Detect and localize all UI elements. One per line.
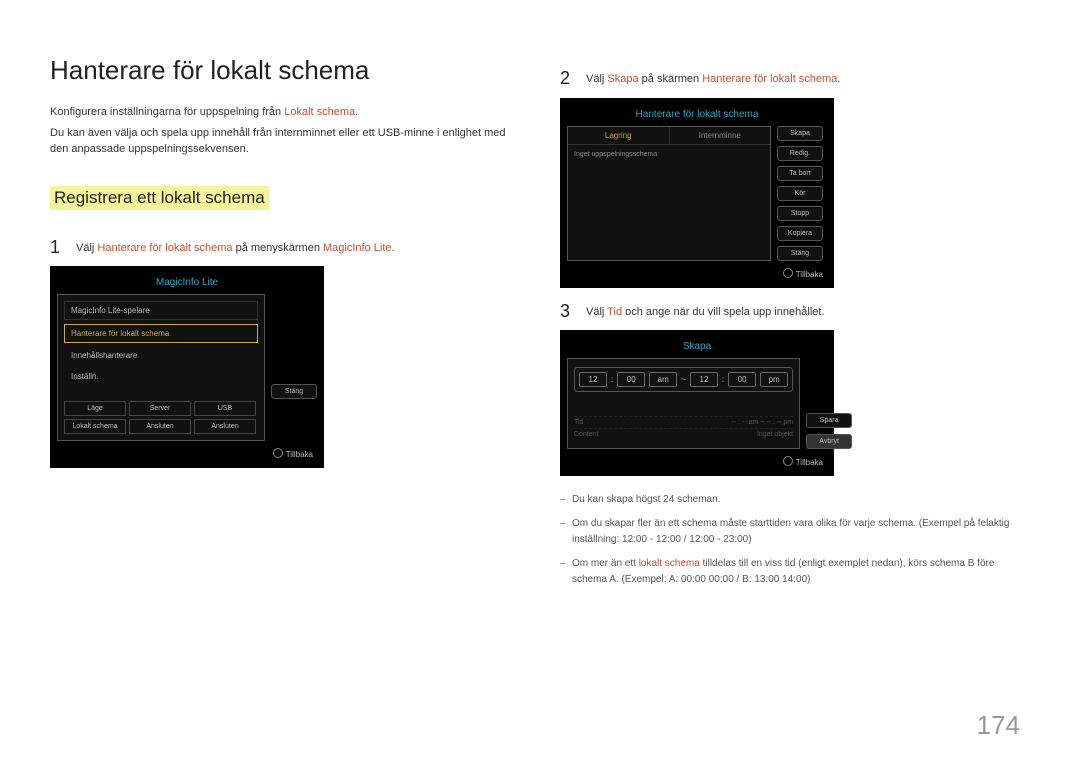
screenshot-local-schedule-manager: Hanterare för lokalt schema Lagring Inte… xyxy=(560,98,834,288)
section-heading: Registrera ett lokalt schema xyxy=(50,186,269,210)
step-1-link-1: Hanterare för lokalt schema xyxy=(97,242,232,254)
row-content-label: Content xyxy=(574,431,599,438)
screenshot-create: Skapa 12 : 00 am ~ 12 : 00 pm xyxy=(560,330,834,476)
status-grid: Läge Server USB Lokalt schema Ansluten A… xyxy=(64,401,258,434)
row-time-label: Tid xyxy=(574,419,583,426)
run-button[interactable]: Kör xyxy=(777,186,823,201)
note-2: Om du skapar fler än ett schema måste st… xyxy=(572,516,1030,548)
note-3-link: lokalt schema xyxy=(639,558,700,569)
step-2: 2 Välj Skapa på skärmen Hanterare för lo… xyxy=(560,69,1030,88)
step-2-link-1: Skapa xyxy=(607,73,638,85)
note-1: Du kan skapa högst 24 scheman. xyxy=(572,492,720,508)
step-3-link: Tid xyxy=(607,306,622,318)
menu-item-player[interactable]: MagicInfo Lite-spelare xyxy=(64,301,258,320)
page-title: Hanterare för lokalt schema xyxy=(50,55,520,86)
screen3-footer: Tillbaka xyxy=(567,449,827,469)
step-3-number: 3 xyxy=(560,302,586,321)
no-schedule-message: Inget uppspelningsschema xyxy=(568,145,770,164)
time-start-h[interactable]: 12 xyxy=(579,372,607,387)
step-1-link-2: MagicInfo Lite xyxy=(323,242,391,254)
screen3-title: Skapa xyxy=(567,337,827,358)
grid-usb-value: Ansluten xyxy=(194,419,256,434)
intro-2: Du kan även välja och spela upp innehåll… xyxy=(50,125,520,158)
intro-1-link: Lokalt schema xyxy=(284,106,355,118)
tab-internal-memory[interactable]: Internminne xyxy=(670,127,771,144)
menu-item-content[interactable]: Innehållshanterare xyxy=(64,347,258,364)
intro-1a: Konfigurera inställningarna för uppspeln… xyxy=(50,106,284,118)
step-2-link-2: Hanterare för lokalt schema xyxy=(702,73,837,85)
time-start-m[interactable]: 00 xyxy=(617,372,645,387)
notes: –Du kan skapa högst 24 scheman. –Om du s… xyxy=(560,492,1030,588)
menu-item-local-schedule[interactable]: Hanterare för lokalt schema xyxy=(64,324,258,343)
delete-button[interactable]: Ta bort xyxy=(777,166,823,181)
time-start-ampm[interactable]: am xyxy=(649,372,677,387)
screenshot-magicinfo-lite: MagicInfo Lite MagicInfo Lite-spelare Ha… xyxy=(50,266,324,468)
close-button-2[interactable]: Stäng xyxy=(777,246,823,261)
save-button[interactable]: Spara xyxy=(806,413,852,428)
step-1-number: 1 xyxy=(50,238,76,257)
screen2-title: Hanterare för lokalt schema xyxy=(567,105,827,126)
copy-button[interactable]: Kopiera xyxy=(777,226,823,241)
create-button[interactable]: Skapa xyxy=(777,126,823,141)
grid-usb-label: USB xyxy=(194,401,256,416)
grid-mode-value: Lokalt schema xyxy=(64,419,126,434)
time-end-m[interactable]: 00 xyxy=(728,372,756,387)
grid-server-label: Server xyxy=(129,401,191,416)
row-content-value: Inget objekt xyxy=(757,431,793,438)
step-1-text: Välj Hanterare för lokalt schema på meny… xyxy=(76,238,395,257)
step-3-text: Välj Tid och ange när du vill spela upp … xyxy=(586,302,825,321)
menu-item-settings[interactable]: Inställn. xyxy=(64,368,258,385)
time-separator: ~ xyxy=(681,375,686,384)
edit-button[interactable]: Redig. xyxy=(777,146,823,161)
page-number: 174 xyxy=(977,710,1020,741)
note-3: Om mer än ett lokalt schema tilldelas ti… xyxy=(572,556,1030,588)
intro-1: Konfigurera inställningarna för uppspeln… xyxy=(50,104,520,121)
step-3: 3 Välj Tid och ange när du vill spela up… xyxy=(560,302,1030,321)
step-2-number: 2 xyxy=(560,69,586,88)
grid-mode-label: Läge xyxy=(64,401,126,416)
intro-1b: . xyxy=(355,106,358,118)
row-time-value: -- : -- am ~ -- : -- pm xyxy=(732,419,794,426)
time-bar: 12 : 00 am ~ 12 : 00 pm xyxy=(574,367,793,392)
tab-storage[interactable]: Lagring xyxy=(568,127,670,144)
step-2-text: Välj Skapa på skärmen Hanterare för loka… xyxy=(586,69,840,88)
grid-server-value: Ansluten xyxy=(129,419,191,434)
screen2-footer: Tillbaka xyxy=(567,261,827,281)
time-end-ampm[interactable]: pm xyxy=(760,372,788,387)
time-end-h[interactable]: 12 xyxy=(690,372,718,387)
screen2-content-panel: Lagring Internminne Inget uppspelningssc… xyxy=(567,126,771,261)
cancel-button[interactable]: Avbryt xyxy=(806,434,852,449)
screen1-title: MagicInfo Lite xyxy=(57,273,317,294)
stop-button[interactable]: Stopp xyxy=(777,206,823,221)
close-button[interactable]: Stäng xyxy=(271,384,317,399)
step-1: 1 Välj Hanterare för lokalt schema på me… xyxy=(50,238,520,257)
screen1-footer: Tillbaka xyxy=(57,441,317,461)
